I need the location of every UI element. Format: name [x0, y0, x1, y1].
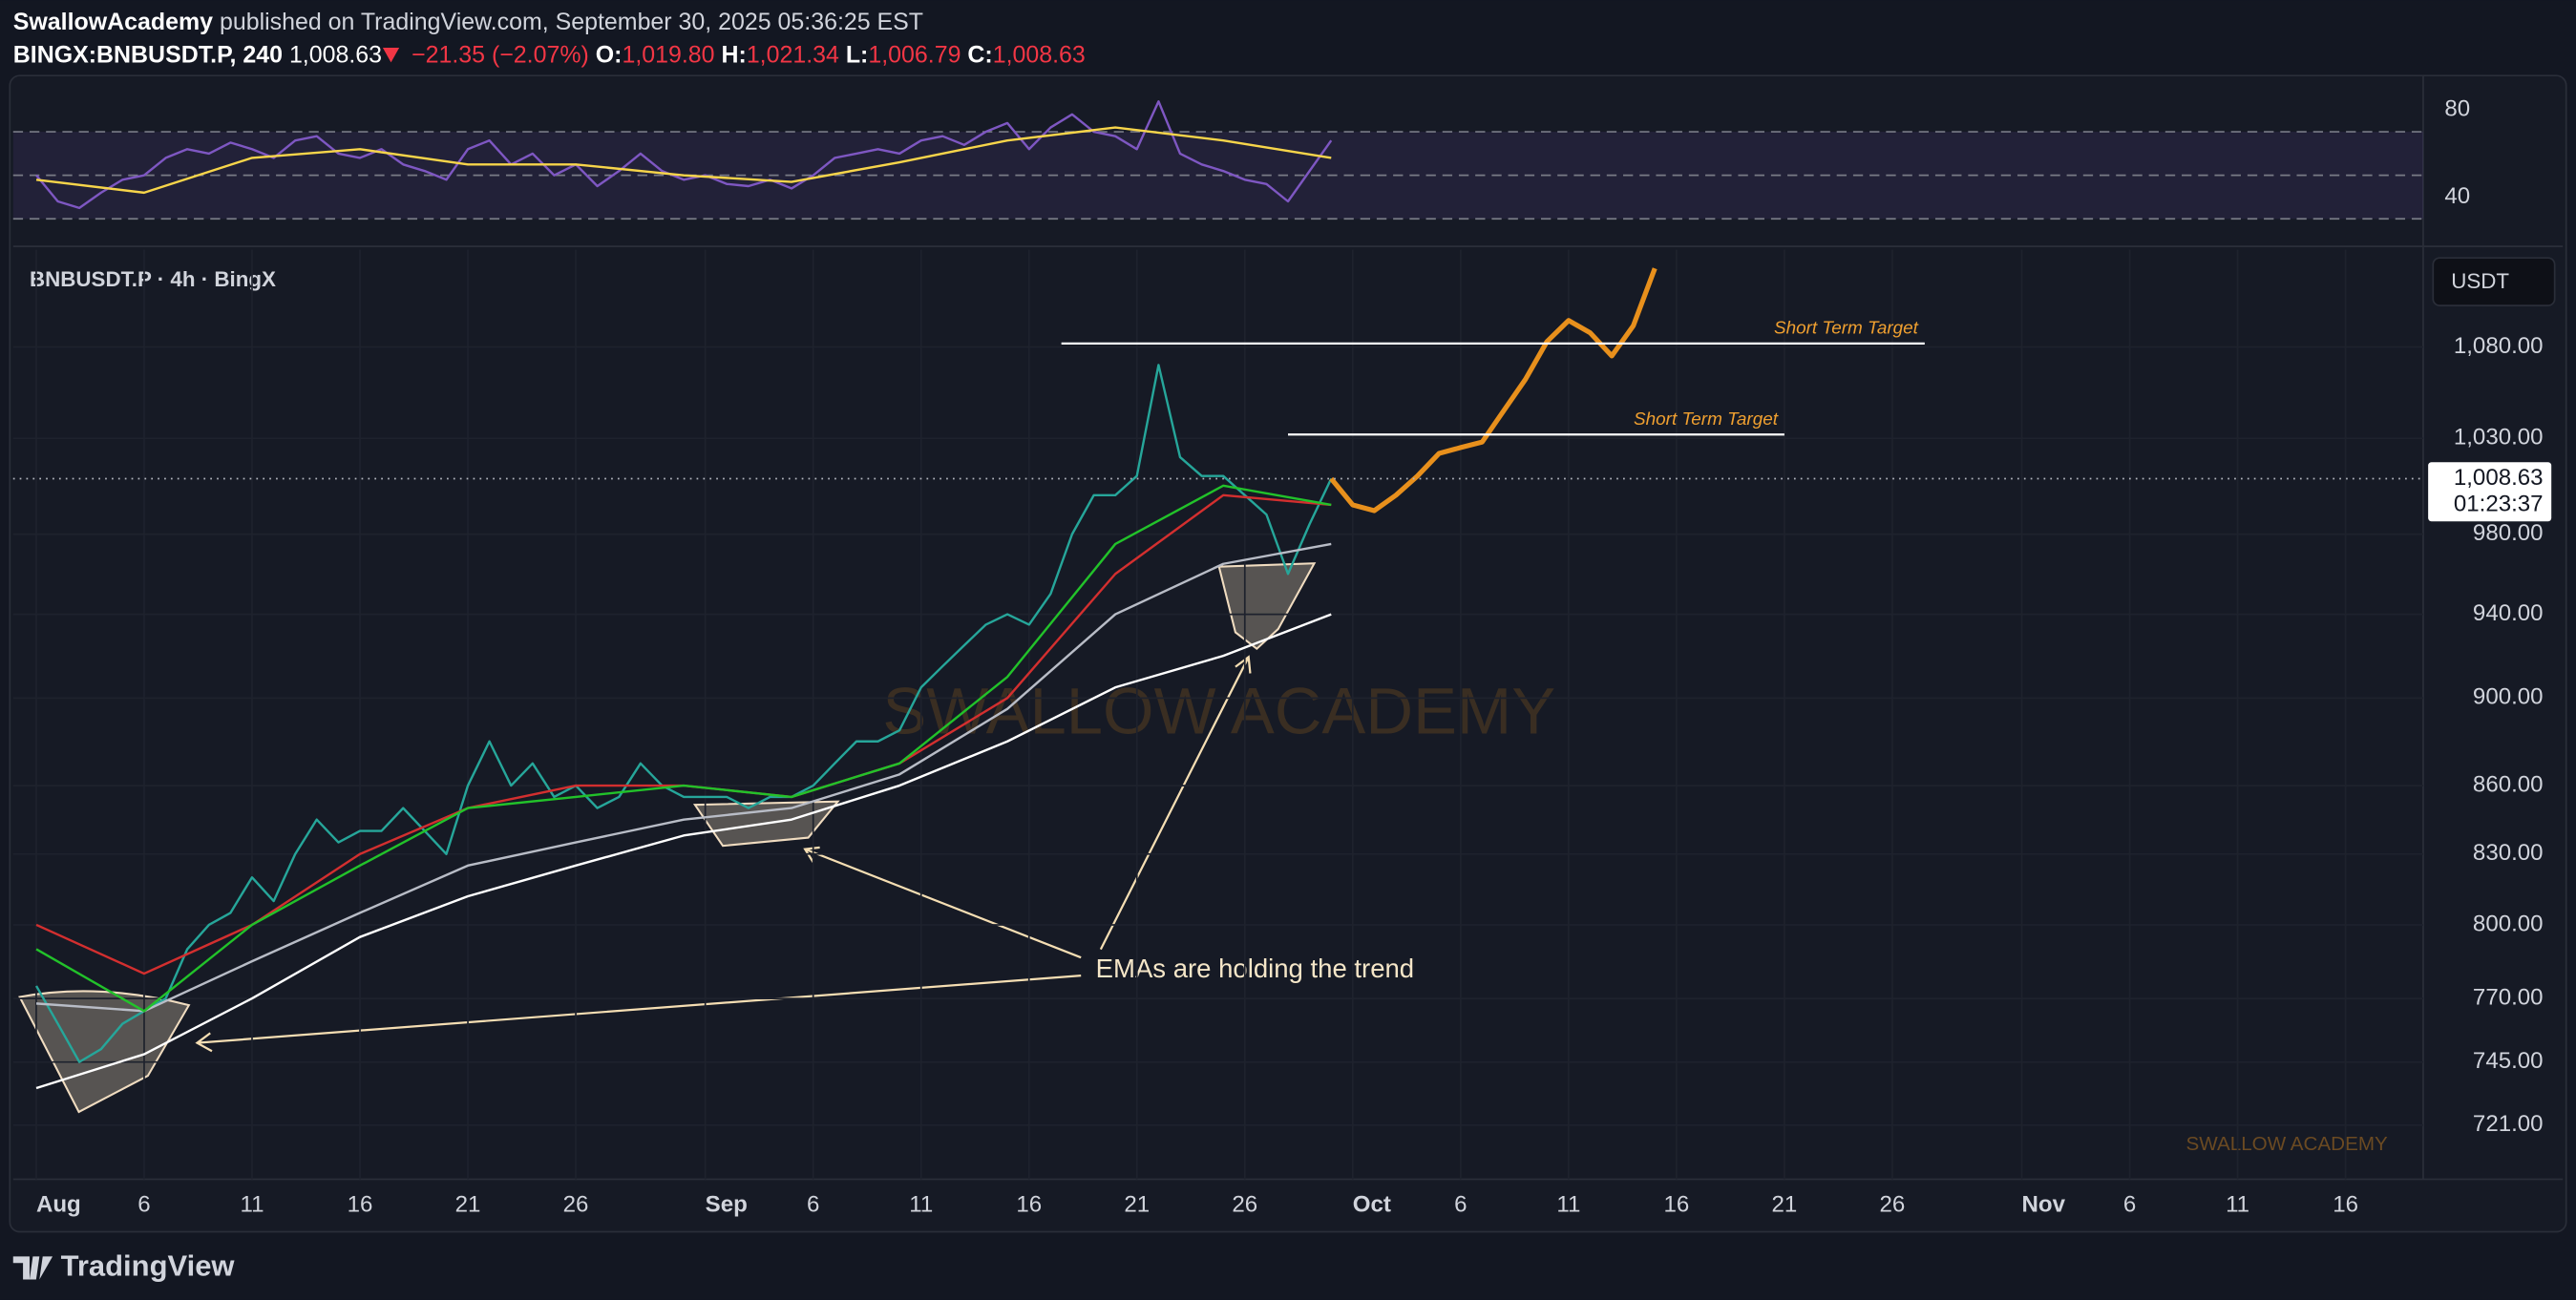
target-label: Short Term Target — [1634, 409, 1779, 430]
series-line — [35, 126, 1332, 195]
x-tick-label: Nov — [2022, 1191, 2066, 1217]
y-tick-label: 940.00 — [2473, 600, 2544, 626]
chart-frame — [9, 74, 2567, 1233]
brand: TradingView — [61, 1249, 236, 1283]
high-label: H: — [721, 41, 746, 68]
high: 1,021.34 — [747, 41, 839, 68]
logo-icon — [12, 1256, 53, 1280]
y-tick-label: 800.00 — [2473, 911, 2544, 936]
low: 1,006.79 — [868, 41, 961, 68]
x-tick-label: Oct — [1353, 1191, 1391, 1217]
y-tick-label: 980.00 — [2473, 520, 2544, 546]
series-line — [35, 542, 1332, 1013]
y-tick-label: 770.00 — [2473, 984, 2544, 1010]
x-tick-label: 26 — [1232, 1191, 1257, 1217]
watermark-small: SWALLOW ACADEMY — [2186, 1133, 2388, 1155]
x-tick-label: 11 — [1556, 1191, 1580, 1217]
pane-title: BNBUSDT.P · 4h · BingX — [30, 267, 276, 291]
x-tick-label: 16 — [1016, 1191, 1042, 1217]
y-tick-label: 721.00 — [2473, 1111, 2544, 1137]
last-price-box — [2428, 462, 2552, 522]
x-tick-label: 6 — [137, 1191, 150, 1217]
y-tick-label: 40 — [2444, 183, 2470, 209]
x-tick-label: 16 — [2333, 1191, 2358, 1217]
series-line — [35, 100, 1333, 210]
y-tick-label: 1,080.00 — [2454, 333, 2544, 359]
annotation: EMAs are holding the trend — [1096, 954, 1414, 983]
y-tick-label: 80 — [2444, 96, 2470, 122]
x-tick-label: 26 — [1880, 1191, 1906, 1217]
x-tick-label: 16 — [348, 1191, 373, 1217]
y-tick-label: 830.00 — [2473, 840, 2544, 866]
y-tick-label: 860.00 — [2473, 771, 2544, 797]
x-tick-label: 21 — [1124, 1191, 1150, 1217]
last-price-label: 1,008.63 — [2454, 465, 2544, 491]
x-tick-label: 21 — [455, 1191, 481, 1217]
target-label: Short Term Target — [1774, 318, 1919, 338]
close: 1,008.63 — [993, 41, 1086, 68]
arrow — [803, 846, 1082, 959]
series-line — [35, 613, 1332, 1090]
currency: USDT — [2451, 269, 2509, 293]
down-arrow-icon — [382, 47, 400, 63]
last: 1,008.63 — [289, 41, 382, 68]
x-tick-label: 6 — [2123, 1191, 2136, 1217]
symbol: BINGX:BNBUSDT.P, 240 — [13, 41, 283, 68]
x-tick-label: 6 — [1454, 1191, 1467, 1217]
y-tick-label: 1,030.00 — [2454, 425, 2544, 451]
x-tick-label: Aug — [36, 1191, 81, 1217]
publisher: SwallowAcademy — [13, 9, 213, 35]
change: −21.35 (−2.07%) — [412, 41, 589, 68]
header-line-1: SwallowAcademy published on TradingView.… — [13, 9, 923, 35]
x-tick-label: 6 — [807, 1191, 819, 1217]
close-label: C: — [967, 41, 992, 68]
x-tick-label: 21 — [1771, 1191, 1797, 1217]
x-tick-label: 11 — [240, 1191, 264, 1217]
x-tick-label: Sep — [706, 1191, 748, 1217]
open-label: O: — [596, 41, 623, 68]
logo: TradingView — [12, 1249, 236, 1283]
x-tick-label: 11 — [2226, 1191, 2249, 1217]
currency-box — [2432, 257, 2556, 306]
published: published on TradingView.com, September … — [220, 9, 923, 35]
series-line — [35, 484, 1332, 1013]
x-tick-label: 26 — [563, 1191, 589, 1217]
x-tick-label: 16 — [1663, 1191, 1689, 1217]
open: 1,019.80 — [622, 41, 714, 68]
series-line — [34, 364, 1333, 1063]
x-tick-label: 11 — [909, 1191, 933, 1217]
arrows — [195, 655, 1252, 1053]
watermark: SWALLOW ACADEMY — [882, 674, 1555, 747]
highlight-shape — [18, 990, 191, 1114]
countdown: 01:23:37 — [2454, 491, 2544, 516]
y-tick-label: 900.00 — [2473, 684, 2544, 710]
arrow — [1099, 655, 1252, 951]
header-line-2: BINGX:BNBUSDT.P, 240 1,008.63 −21.35 (−2… — [13, 41, 1086, 68]
y-tick-label: 745.00 — [2473, 1048, 2544, 1074]
arrow — [195, 975, 1082, 1053]
low-label: L: — [846, 41, 869, 68]
